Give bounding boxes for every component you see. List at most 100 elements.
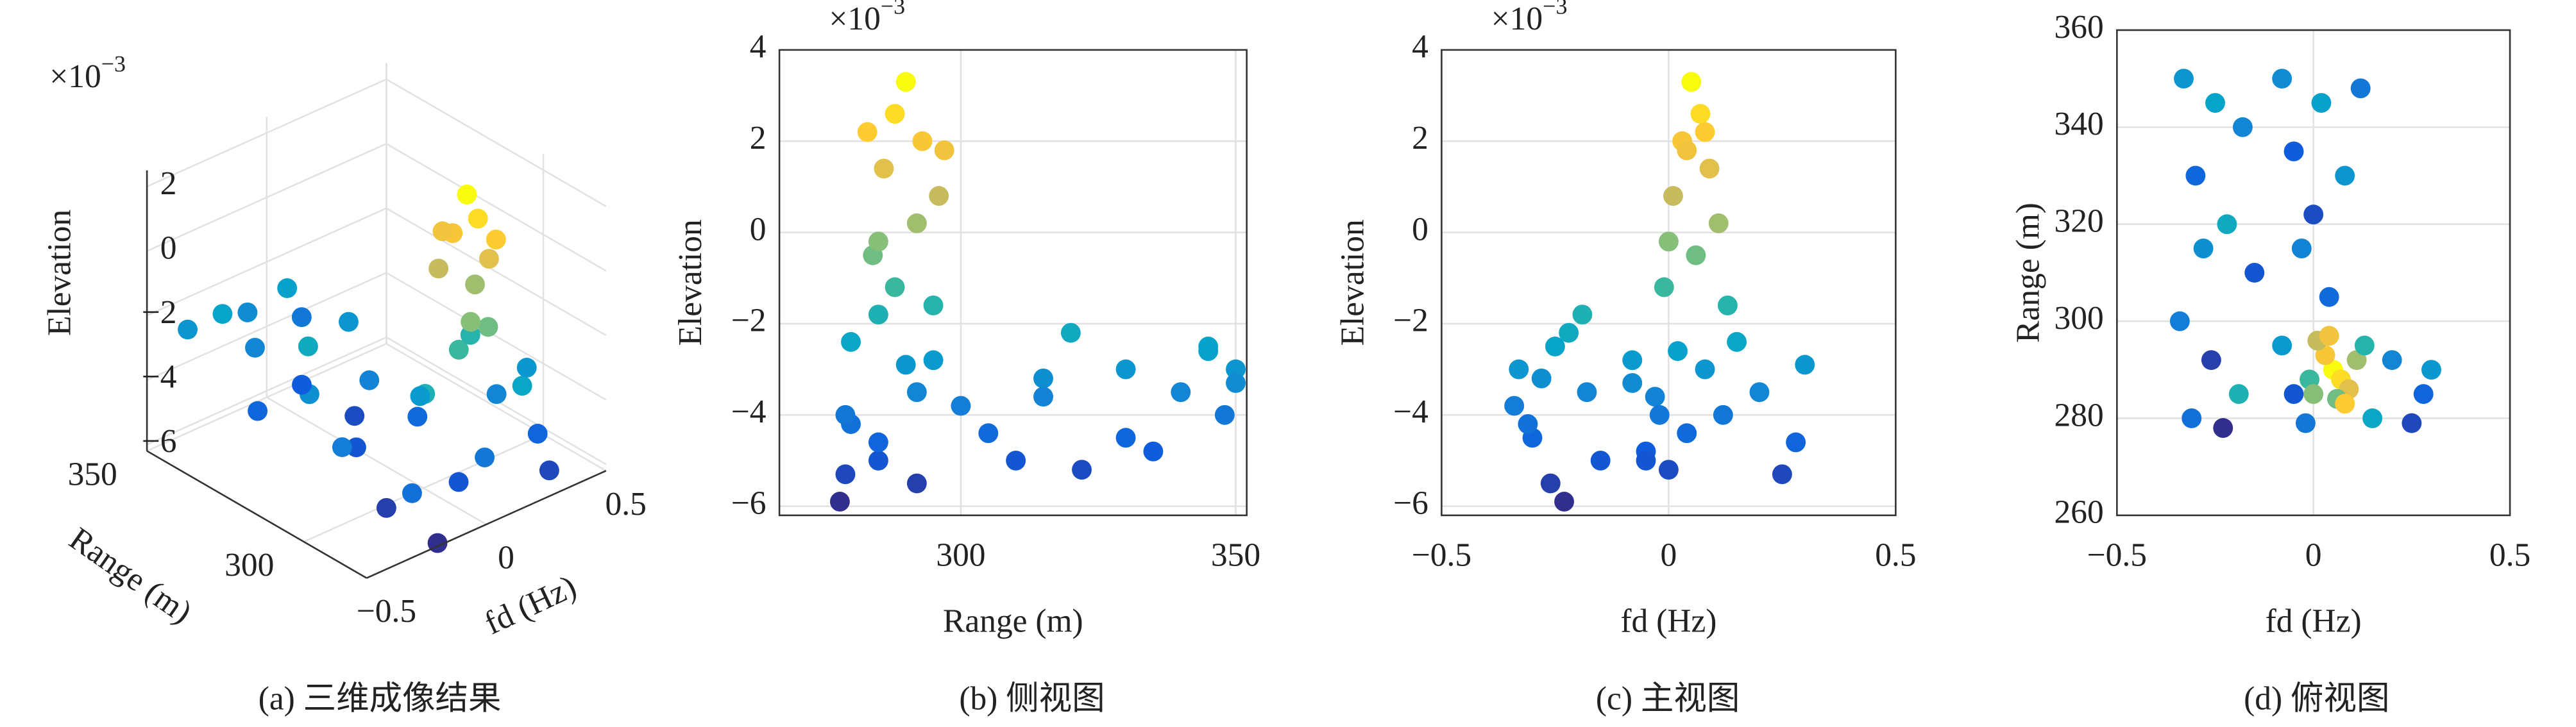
scatter-point [1060, 322, 1081, 343]
scatter-point [1695, 359, 1715, 380]
scatter-point [1531, 368, 1552, 389]
scatter-point [1649, 405, 1670, 425]
x-tick-label: 0.5 [2489, 537, 2530, 574]
scatter-point [2362, 408, 2383, 428]
grid-line [303, 433, 544, 543]
scatter-point [868, 305, 888, 325]
scatter-point [2232, 117, 2253, 137]
scatter-point [1708, 213, 1729, 233]
scatter-point [1681, 72, 1702, 92]
scale-power: −3 [1543, 0, 1567, 19]
scatter-point [432, 221, 453, 242]
scatter-point [344, 406, 365, 426]
scatter-point [1572, 305, 1593, 325]
scatter-point [978, 423, 999, 444]
y-tick-label: 4 [1412, 29, 1428, 65]
scatter-point [2182, 408, 2202, 428]
scatter-point [448, 340, 469, 360]
caption: (c) 主视图 [1596, 681, 1740, 717]
y-tick-label: 360 [2055, 9, 2104, 46]
scatter-point [2284, 141, 2304, 162]
scatter-point [2335, 394, 2355, 414]
z-tick-label: −6 [142, 423, 177, 460]
scatter-point [2272, 335, 2292, 356]
scatter-point [2201, 350, 2221, 371]
scatter-point [1198, 341, 1219, 362]
axis-scale-label: ×10−3 [49, 51, 126, 95]
z-tick-label: 2 [160, 165, 177, 202]
scatter-point [2346, 350, 2367, 371]
scatter-point [2193, 238, 2214, 259]
scatter-point [1577, 382, 1597, 403]
grid-line [386, 143, 607, 272]
x-tick-label: 0 [1661, 537, 1677, 574]
scatter-point [212, 304, 233, 324]
scatter-point [2311, 93, 2332, 113]
axis-line [146, 450, 368, 579]
scatter-point [1699, 158, 1720, 179]
axes-box [778, 49, 1248, 517]
grid-line [386, 207, 607, 337]
scatter-point [1795, 355, 1815, 375]
scatter-point [895, 72, 916, 92]
scatter-point [1518, 414, 1538, 434]
scatter-point [448, 472, 469, 492]
x-tick-label: 0 [2305, 537, 2322, 574]
scatter-point [1690, 104, 1711, 124]
grid-line [266, 396, 487, 526]
scatter-point [1115, 428, 1136, 448]
scatter-point [1554, 492, 1575, 512]
scale-power: −3 [101, 51, 126, 77]
scatter-point [479, 249, 499, 269]
scatter-point [2354, 335, 2375, 356]
scatter-point [457, 184, 477, 205]
scale-base: ×10 [1491, 1, 1543, 37]
y-tick-label: 300 [2055, 300, 2104, 337]
caption: (b) 侧视图 [959, 681, 1105, 717]
caption: (d) 俯视图 [2244, 681, 2389, 717]
scatter-point [1686, 245, 1706, 265]
y-tick-label: 320 [2055, 203, 2104, 240]
y-tick-label: 2 [1412, 120, 1428, 156]
scatter-point [178, 319, 198, 340]
y-axis-label: Elevation [1334, 219, 1371, 346]
scatter-point [539, 460, 559, 481]
x-axis-label: fd (Hz) [479, 568, 582, 642]
scatter-point [1033, 387, 1053, 407]
scatter-point [475, 447, 495, 467]
scatter-point [2315, 345, 2335, 365]
scatter-point [1143, 441, 1164, 462]
scatter-point [885, 104, 905, 124]
scatter-point [1540, 473, 1561, 494]
grid-line [386, 78, 607, 207]
axes-box [1441, 49, 1897, 517]
scatter-point [292, 374, 312, 395]
y-tick-label: −4 [1393, 394, 1428, 430]
x-axis-label: fd (Hz) [2266, 603, 2362, 640]
scatter-point [868, 231, 888, 252]
scatter-point [2382, 350, 2402, 371]
scatter-point [402, 483, 422, 503]
scatter-point [248, 401, 268, 421]
grid-line [146, 342, 387, 452]
scatter-point [835, 405, 856, 425]
scatter-point [2213, 418, 2233, 439]
scatter-point [951, 396, 971, 416]
scatter-point [857, 122, 877, 142]
scatter-point [1504, 396, 1525, 416]
scatter-point [339, 312, 359, 332]
x-axis-label: fd (Hz) [1620, 603, 1716, 640]
scatter-point [1226, 372, 1246, 393]
y-tick-label: 0 [1412, 211, 1428, 247]
scatter-point [2272, 69, 2292, 89]
scatter-point [1645, 387, 1665, 407]
scatter-point [1545, 337, 1565, 356]
scatter-point [2244, 262, 2265, 283]
scatter-point [461, 312, 481, 332]
x-tick-label: 350 [1211, 537, 1260, 574]
scatter-point [478, 317, 498, 337]
z-tick-label: 0 [160, 230, 177, 266]
scatter-point [2217, 214, 2237, 235]
scatter-point [841, 331, 861, 352]
